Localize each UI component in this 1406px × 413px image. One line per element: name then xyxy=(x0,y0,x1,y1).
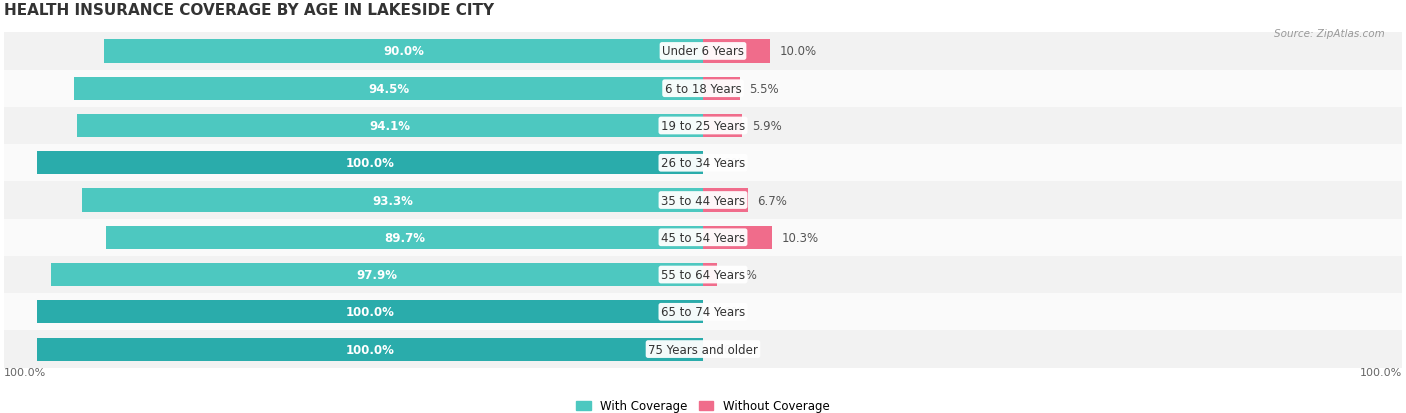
Text: 45 to 54 Years: 45 to 54 Years xyxy=(661,231,745,244)
Text: 5.9%: 5.9% xyxy=(752,120,782,133)
Bar xyxy=(4,219,1402,256)
Text: 93.3%: 93.3% xyxy=(373,194,413,207)
Text: 6 to 18 Years: 6 to 18 Years xyxy=(665,83,741,95)
Bar xyxy=(703,226,772,249)
Bar xyxy=(703,263,717,286)
Text: 6.7%: 6.7% xyxy=(758,194,787,207)
Text: 97.9%: 97.9% xyxy=(357,268,398,281)
Bar xyxy=(38,301,703,323)
Text: 35 to 44 Years: 35 to 44 Years xyxy=(661,194,745,207)
Bar xyxy=(4,294,1402,331)
Bar xyxy=(82,189,703,212)
Text: 100.0%: 100.0% xyxy=(346,343,395,356)
Bar xyxy=(703,189,748,212)
Bar xyxy=(4,71,1402,108)
Text: 94.1%: 94.1% xyxy=(370,120,411,133)
Text: 94.5%: 94.5% xyxy=(368,83,409,95)
Bar xyxy=(4,145,1402,182)
Text: HEALTH INSURANCE COVERAGE BY AGE IN LAKESIDE CITY: HEALTH INSURANCE COVERAGE BY AGE IN LAKE… xyxy=(4,3,495,18)
Text: Source: ZipAtlas.com: Source: ZipAtlas.com xyxy=(1274,29,1385,39)
Text: 100.0%: 100.0% xyxy=(346,306,395,318)
Legend: With Coverage, Without Coverage: With Coverage, Without Coverage xyxy=(576,399,830,413)
Bar xyxy=(4,331,1402,368)
Bar xyxy=(75,78,703,100)
Bar xyxy=(703,115,742,138)
Bar xyxy=(104,40,703,63)
Bar xyxy=(52,263,703,286)
Text: 65 to 74 Years: 65 to 74 Years xyxy=(661,306,745,318)
Text: 10.0%: 10.0% xyxy=(779,45,817,58)
Text: 90.0%: 90.0% xyxy=(382,45,425,58)
Text: 10.3%: 10.3% xyxy=(782,231,818,244)
Bar xyxy=(703,40,769,63)
Bar xyxy=(4,256,1402,294)
Bar xyxy=(77,115,703,138)
Text: 0.0%: 0.0% xyxy=(713,306,742,318)
Bar xyxy=(4,108,1402,145)
Text: 5.5%: 5.5% xyxy=(749,83,779,95)
Text: 100.0%: 100.0% xyxy=(346,157,395,170)
Text: 75 Years and older: 75 Years and older xyxy=(648,343,758,356)
Text: 19 to 25 Years: 19 to 25 Years xyxy=(661,120,745,133)
Text: 100.0%: 100.0% xyxy=(4,367,46,377)
Text: 0.0%: 0.0% xyxy=(713,157,742,170)
Bar xyxy=(105,226,703,249)
Bar xyxy=(38,338,703,361)
Bar xyxy=(703,78,740,100)
Text: 2.1%: 2.1% xyxy=(727,268,756,281)
Text: 26 to 34 Years: 26 to 34 Years xyxy=(661,157,745,170)
Text: 55 to 64 Years: 55 to 64 Years xyxy=(661,268,745,281)
Bar xyxy=(4,33,1402,71)
Text: 100.0%: 100.0% xyxy=(1360,367,1402,377)
Text: 89.7%: 89.7% xyxy=(384,231,425,244)
Text: Under 6 Years: Under 6 Years xyxy=(662,45,744,58)
Text: 0.0%: 0.0% xyxy=(713,343,742,356)
Bar xyxy=(4,182,1402,219)
Bar xyxy=(38,152,703,175)
